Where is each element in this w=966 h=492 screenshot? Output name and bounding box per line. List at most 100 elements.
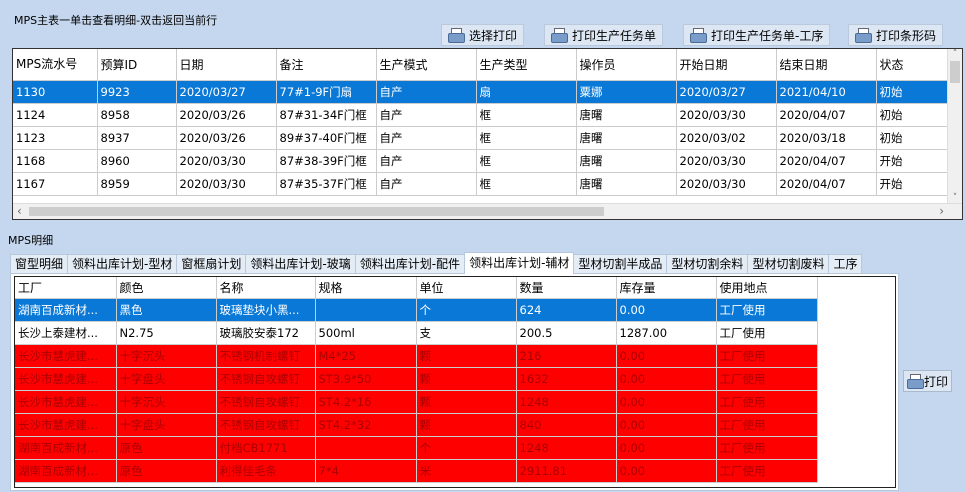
table-cell: 唐曙 bbox=[576, 172, 677, 196]
table-cell: 初始 bbox=[876, 80, 949, 104]
table-cell: 77#1-9F门扇 bbox=[276, 80, 377, 104]
table-cell: 框 bbox=[476, 126, 577, 150]
detail-print-button[interactable]: 打印 bbox=[903, 370, 952, 392]
table-row[interactable]: 1167 8959 2020/03/30 87#35-37F门框 自产框唐曙 2020/0… bbox=[13, 172, 949, 196]
column-header[interactable]: 单位 bbox=[416, 277, 517, 299]
column-header[interactable]: 使用地点 bbox=[716, 277, 818, 299]
table-cell: 初始 bbox=[876, 126, 949, 150]
table-row[interactable]: 长沙市慧虎建... 十字沉头 不锈钢自攻螺钉 ST4.2*16 颗 1248 0.00 工厂使… bbox=[15, 390, 818, 414]
detail-title: MPS明细 bbox=[8, 234, 54, 247]
table-cell: 216 bbox=[516, 344, 617, 368]
column-header[interactable]: 生产模式 bbox=[376, 49, 477, 81]
column-header[interactable]: 开始日期 bbox=[676, 49, 777, 81]
table-cell: ST4.2*32 bbox=[315, 413, 417, 437]
table-cell: 长沙市慧虎建... bbox=[15, 390, 117, 414]
scroll-up-icon[interactable]: ˄ bbox=[952, 49, 958, 59]
tab-1[interactable]: 领料出库计划-型材 bbox=[67, 254, 178, 274]
table-cell: 624 bbox=[516, 298, 617, 322]
tab-0[interactable]: 窗型明细 bbox=[10, 254, 69, 274]
column-header[interactable]: 备注 bbox=[276, 49, 377, 81]
select-print-button[interactable]: 选择打印 bbox=[441, 24, 525, 46]
column-header[interactable]: 结束日期 bbox=[776, 49, 877, 81]
table-cell: 0.00 bbox=[616, 413, 717, 437]
table-cell: 框 bbox=[476, 149, 577, 173]
tab-3[interactable]: 领料出库计划-玻璃 bbox=[245, 254, 356, 274]
table-row[interactable]: 1130 9923 2020/03/27 77#1-9F门扇 自产扇粟娜 2020/03/… bbox=[13, 80, 949, 104]
table-cell: 1130 bbox=[13, 80, 98, 104]
table-cell: 工厂使用 bbox=[716, 344, 818, 368]
tab-5[interactable]: 领料出库计划-辅材 bbox=[464, 252, 575, 274]
column-header[interactable]: 库存量 bbox=[616, 277, 717, 299]
table-cell: 不锈钢自攻螺钉 bbox=[216, 390, 316, 414]
table-cell: 8960 bbox=[97, 149, 177, 173]
table-cell: 8959 bbox=[97, 172, 177, 196]
table-cell: 200.5 bbox=[516, 321, 617, 345]
tab-8[interactable]: 型材切割废料 bbox=[747, 254, 830, 274]
column-header[interactable]: 生产类型 bbox=[476, 49, 577, 81]
table-cell: 工厂使用 bbox=[716, 413, 818, 437]
horizontal-scrollbar[interactable]: ‹ › bbox=[13, 203, 962, 219]
table-cell: 2020/03/26 bbox=[176, 126, 277, 150]
table-cell: ST4.2*16 bbox=[315, 390, 417, 414]
table-cell: 0.00 bbox=[616, 459, 717, 483]
column-header[interactable]: 日期 bbox=[176, 49, 277, 81]
tab-4[interactable]: 领料出库计划-配件 bbox=[354, 254, 466, 274]
column-header[interactable]: 数量 bbox=[516, 277, 617, 299]
table-row[interactable]: 1123 8937 2020/03/26 89#37-40F门框 自产框唐曙 2020/0… bbox=[13, 126, 949, 150]
table-cell: 1167 bbox=[13, 172, 98, 196]
table-cell: 1124 bbox=[13, 103, 98, 127]
column-header[interactable]: 工厂 bbox=[15, 277, 117, 299]
table-cell: 1287.00 bbox=[616, 321, 717, 345]
column-header[interactable]: 操作员 bbox=[576, 49, 677, 81]
column-header[interactable]: 颜色 bbox=[116, 277, 217, 299]
table-row[interactable]: 长沙市慧虎建... 十字盘头 不锈钢自攻螺钉 ST3.9*50 颗 1632 0.00 工厂使… bbox=[15, 367, 818, 391]
tab-6[interactable]: 型材切割半成品 bbox=[573, 254, 668, 274]
printer-icon bbox=[448, 28, 465, 43]
print-task-button[interactable]: 打印生产任务单 bbox=[544, 24, 664, 46]
table-cell: 自产 bbox=[376, 149, 477, 173]
table-cell: 玻璃胶安泰172 bbox=[216, 321, 316, 345]
table-cell: 工厂使用 bbox=[716, 459, 818, 483]
scroll-thumb[interactable] bbox=[950, 61, 960, 83]
column-header[interactable]: 名称 bbox=[216, 277, 316, 299]
master-grid[interactable]: MPS流水号 预算ID 日期 备注 生产模式 生产类型 操作员 开始日期 结束日期 状态 1130… bbox=[12, 48, 963, 220]
master-title: MPS主表一单击查看明细-双击返回当前行 bbox=[14, 14, 218, 27]
scroll-right-icon[interactable]: › bbox=[939, 204, 944, 218]
table-row[interactable]: 湖南百成新材... 原色 利得佳毛条 7*4 米 2911.81 0.00 工厂使用 bbox=[15, 459, 818, 483]
print-barcode-button[interactable]: 打印条形码 bbox=[848, 24, 944, 46]
table-cell: 支 bbox=[416, 321, 517, 345]
scroll-thumb[interactable] bbox=[29, 207, 604, 216]
master-table: MPS流水号 预算ID 日期 备注 生产模式 生产类型 操作员 开始日期 结束日期 状态 1130… bbox=[13, 49, 949, 196]
detail-grid[interactable]: 工厂 颜色 名称 规格 单位 数量 库存量 使用地点 湖南百成新材... 黑色 玻璃垫块小黑...… bbox=[14, 276, 896, 488]
scroll-down-icon[interactable]: ˅ bbox=[952, 193, 958, 203]
table-cell: 黑色 bbox=[116, 298, 217, 322]
table-row[interactable]: 湖南百成新材... 原色 付档CB1771 个 1248 0.00 工厂使用 bbox=[15, 436, 818, 460]
table-row[interactable]: 长沙市慧虎建... 十字盘头 不锈钢自攻螺钉 ST4.2*32 颗 840 0.00 工厂使用 bbox=[15, 413, 818, 437]
column-header[interactable]: 规格 bbox=[315, 277, 417, 299]
table-cell: 初始 bbox=[876, 103, 949, 127]
table-cell: 1248 bbox=[516, 436, 617, 460]
column-header[interactable]: MPS流水号 bbox=[13, 49, 98, 81]
tab-7[interactable]: 型材切割余料 bbox=[666, 254, 749, 274]
button-label: 打印生产任务单 bbox=[572, 28, 657, 43]
button-label: 选择打印 bbox=[469, 28, 518, 43]
column-header[interactable]: 预算ID bbox=[97, 49, 177, 81]
printer-icon bbox=[907, 374, 924, 389]
tab-2[interactable]: 窗框扇计划 bbox=[176, 254, 247, 274]
table-row[interactable]: 1124 8958 2020/03/26 87#31-34F门框 自产框唐曙 2020/0… bbox=[13, 103, 949, 127]
vertical-scrollbar[interactable]: ˄ ˅ bbox=[947, 49, 962, 203]
tab-9[interactable]: 工序 bbox=[828, 254, 863, 274]
table-row[interactable]: 长沙市慧虎建... 十字沉头 不锈钢机制螺钉 M4*25 颗 216 0.00 工厂使用 bbox=[15, 344, 818, 368]
table-cell: 8937 bbox=[97, 126, 177, 150]
column-header[interactable]: 状态 bbox=[876, 49, 949, 81]
table-cell: 2020/03/27 bbox=[176, 80, 277, 104]
table-row[interactable]: 1168 8960 2020/03/30 87#38-39F门框 自产框唐曙 2020/0… bbox=[13, 149, 949, 173]
print-task-process-button[interactable]: 打印生产任务单-工序 bbox=[683, 24, 831, 46]
table-cell: 自产 bbox=[376, 172, 477, 196]
table-cell: 0.00 bbox=[616, 390, 717, 414]
table-cell: 湖南百成新材... bbox=[15, 436, 117, 460]
table-cell: 框 bbox=[476, 103, 577, 127]
scroll-left-icon[interactable]: ‹ bbox=[17, 204, 22, 218]
table-row[interactable]: 湖南百成新材... 黑色 玻璃垫块小黑... 个 624 0.00 工厂使用 bbox=[15, 298, 818, 322]
table-row[interactable]: 长沙上泰建材... N2.75 玻璃胶安泰172 500ml 支 200.5 1287.00… bbox=[15, 321, 818, 345]
